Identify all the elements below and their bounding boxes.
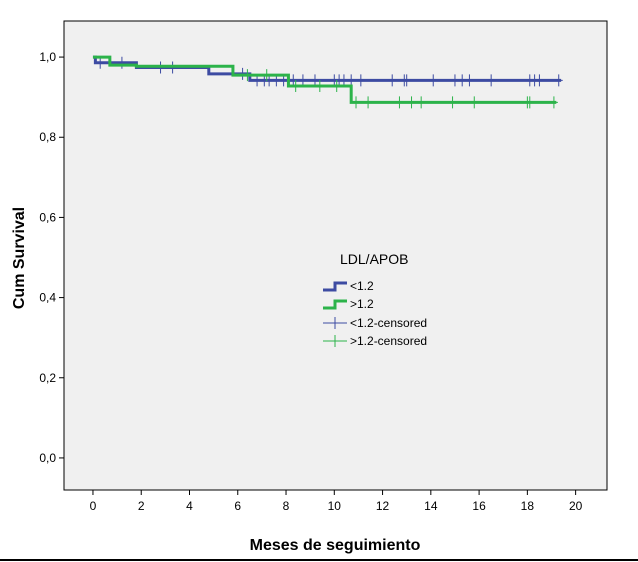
y-axis: 0,0 0,2 0,4 0,6 0,8 1,0	[39, 50, 64, 465]
censor-mark	[450, 74, 459, 87]
y-tick-label: 0,8	[39, 130, 56, 144]
censor-mark	[417, 96, 426, 109]
censor-mark	[395, 96, 404, 109]
censor-mark	[291, 79, 300, 92]
censor-mark	[352, 96, 361, 109]
legend-item-gt-1-2-censored: >1.2-censored	[323, 334, 427, 348]
x-tick-label: 2	[138, 499, 145, 513]
y-tick-label: 0,0	[39, 451, 56, 465]
legend-item-gt-1-2: >1.2	[323, 297, 374, 311]
censor-mark	[332, 79, 341, 92]
series-gt-1-2	[92, 55, 558, 109]
censor-mark	[315, 79, 324, 92]
censor-mark	[243, 69, 252, 82]
x-tick-label: 0	[90, 499, 97, 513]
censor-mark	[96, 56, 105, 69]
censor-mark	[117, 56, 126, 69]
legend-item-lt-1-2-censored: <1.2-censored	[323, 316, 427, 330]
x-tick-label: 14	[424, 499, 438, 513]
legend-label-lt-1-2: <1.2	[350, 279, 374, 293]
legend-swatch-lt-1-2	[323, 281, 347, 292]
bottom-rule	[0, 559, 638, 561]
x-tick-label: 6	[234, 499, 241, 513]
y-tick-label: 0,6	[39, 210, 56, 224]
censor-mark	[487, 74, 496, 87]
legend-label-gt-1-2: >1.2	[350, 297, 374, 311]
censor-mark	[458, 74, 467, 87]
plot-area	[63, 20, 608, 491]
censor-mark	[525, 96, 534, 109]
censor-mark	[339, 74, 348, 87]
x-tick-label: 10	[328, 499, 342, 513]
x-tick-label: 16	[472, 499, 486, 513]
legend-swatch-gt-1-2-censored	[323, 335, 347, 347]
y-axis-title: Cum Survival	[11, 207, 28, 309]
censor-mark	[347, 74, 356, 87]
x-tick-label: 18	[521, 499, 535, 513]
survival-curve	[92, 55, 557, 104]
censor-mark	[535, 74, 544, 87]
series-layer	[92, 55, 563, 109]
x-axis-title: Meses de seguimiento	[250, 537, 421, 554]
censor-mark	[356, 74, 365, 87]
censor-mark	[549, 96, 558, 109]
censor-mark	[298, 74, 307, 87]
legend-item-lt-1-2: <1.2	[323, 279, 374, 293]
legend-label-lt-1-2-censored: <1.2-censored	[350, 316, 427, 330]
censor-mark	[310, 74, 319, 87]
censor-mark	[554, 74, 563, 87]
legend-swatch-lt-1-2-censored	[323, 317, 347, 329]
censor-mark	[388, 74, 397, 87]
x-axis: 0 2 4 6 8 10 12 14 16 18 20	[90, 490, 583, 513]
x-tick-label: 20	[569, 499, 583, 513]
y-tick-label: 0,4	[39, 291, 56, 305]
x-tick-label: 4	[186, 499, 193, 513]
legend-label-gt-1-2-censored: >1.2-censored	[350, 334, 427, 348]
y-tick-label: 0,2	[39, 371, 56, 385]
censor-mark	[465, 74, 474, 87]
legend: LDL/APOB <1.2 >1.2 <1.2-censored >1.2-ce…	[323, 251, 427, 348]
censor-mark	[470, 96, 479, 109]
legend-swatch-gt-1-2	[323, 299, 347, 310]
x-tick-label: 12	[376, 499, 390, 513]
legend-title: LDL/APOB	[340, 251, 408, 267]
x-tick-label: 8	[283, 499, 290, 513]
censor-mark	[448, 96, 457, 109]
censor-mark	[262, 69, 271, 82]
y-tick-label: 1,0	[39, 50, 56, 64]
censor-mark	[402, 74, 411, 87]
censor-mark	[429, 74, 438, 87]
censor-mark	[407, 96, 416, 109]
censor-mark	[364, 96, 373, 109]
